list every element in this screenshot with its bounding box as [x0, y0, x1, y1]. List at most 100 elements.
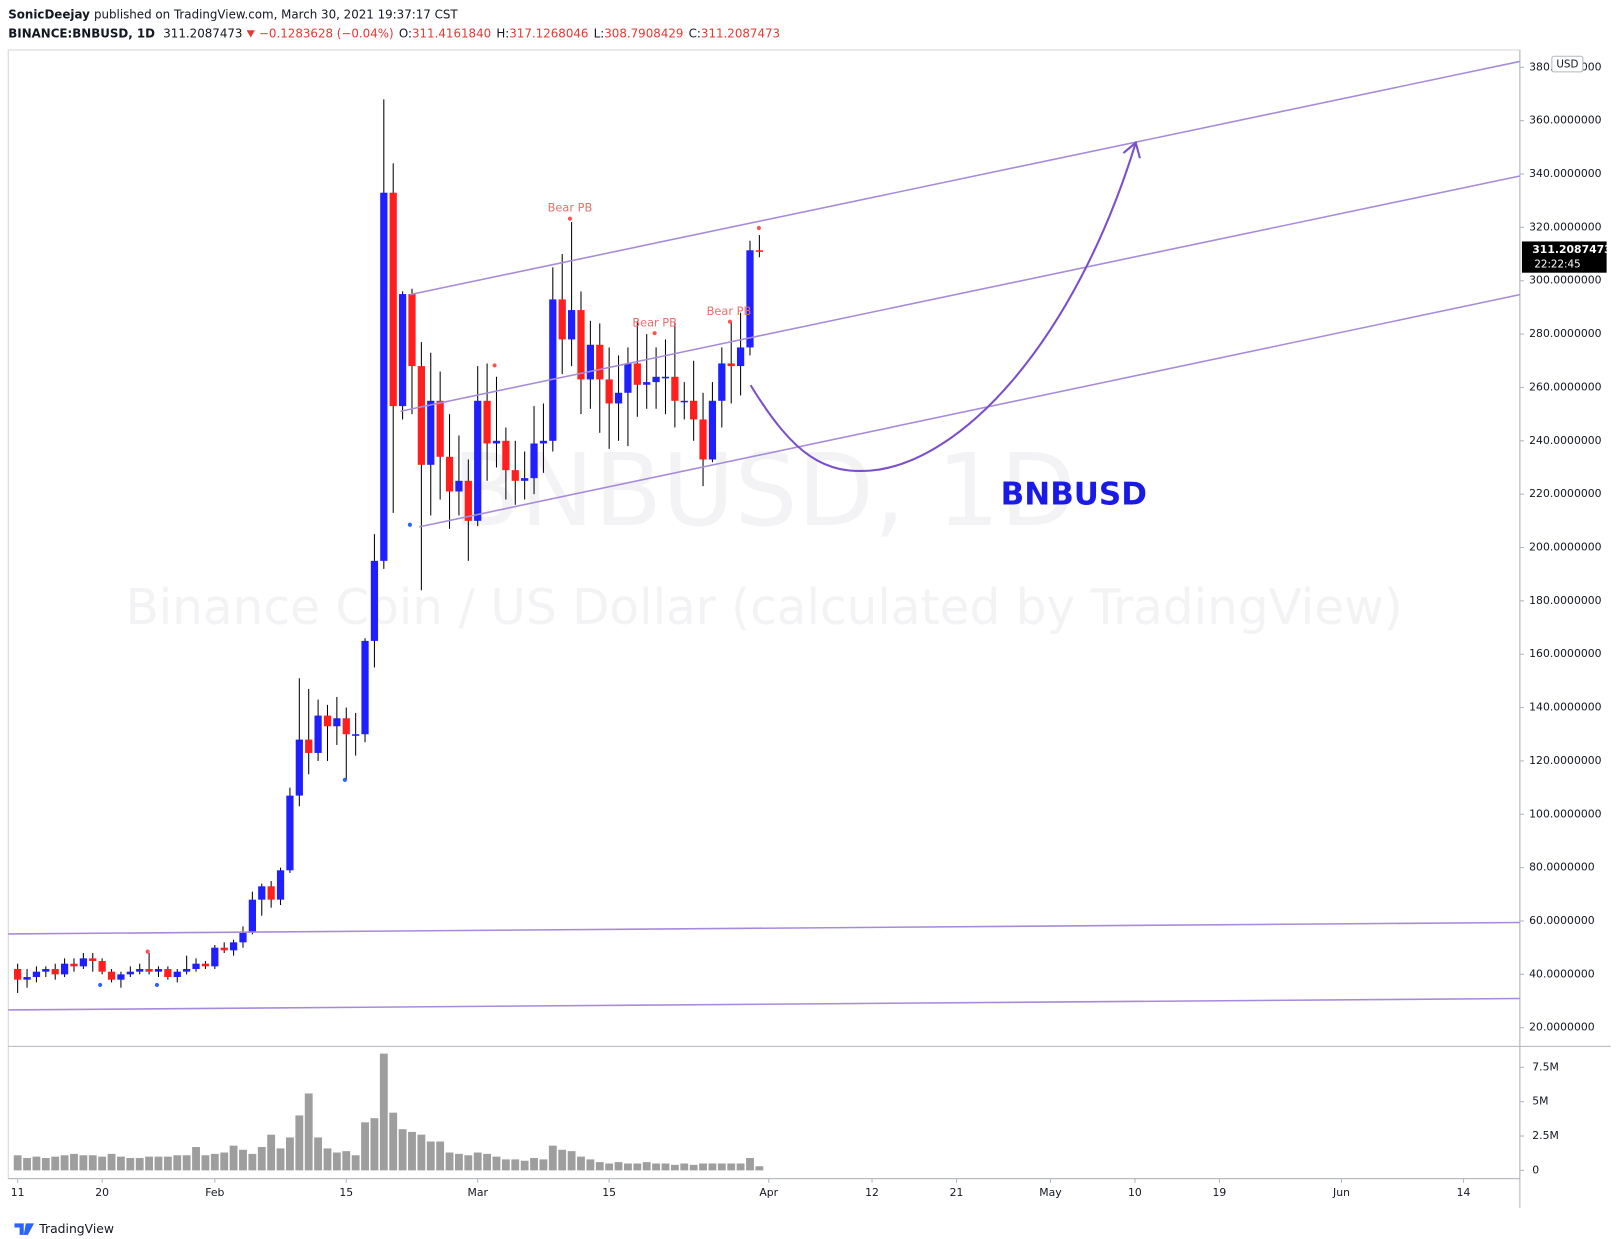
change: −0.1283628 (−0.04%)	[259, 26, 394, 40]
y-tick-label: 200.0000000	[1529, 540, 1601, 553]
volume-bar	[229, 1145, 238, 1171]
candle-body	[107, 971, 116, 980]
candle-body	[661, 376, 670, 379]
candle-body	[239, 931, 247, 943]
y-tick-label: 260.0000000	[1529, 380, 1601, 393]
volume-bar	[539, 1159, 548, 1171]
watermark-symbol: BNBUSD, 1D	[452, 434, 1076, 549]
volume-bar	[445, 1152, 454, 1171]
volume-bar	[201, 1155, 210, 1171]
volume-bar	[13, 1155, 22, 1171]
candle-body	[408, 294, 416, 367]
volume-bar	[567, 1151, 576, 1171]
volume-bar	[163, 1156, 172, 1171]
candle-body	[455, 480, 463, 492]
volume-bar	[286, 1137, 294, 1171]
volume-bar	[520, 1160, 529, 1171]
volume-bar	[173, 1155, 182, 1171]
candle-body	[126, 971, 134, 975]
channel-lower	[419, 293, 1521, 528]
candle-body	[699, 419, 707, 460]
candle-body	[370, 560, 379, 641]
candle-body	[708, 400, 717, 460]
symbol-annotation: BNBUSD	[1001, 477, 1147, 513]
brand-name[interactable]: TradingView	[38, 1221, 114, 1236]
volume-bar	[746, 1158, 754, 1171]
volume-bar	[107, 1153, 116, 1171]
volume-bar	[295, 1115, 304, 1171]
close-label: C:	[689, 26, 701, 40]
volume-bar	[558, 1149, 567, 1171]
signal-dot	[727, 319, 733, 324]
volume-bar	[351, 1155, 360, 1171]
candle-body	[342, 718, 350, 735]
candle-body	[746, 250, 754, 348]
signal-dot	[652, 331, 657, 336]
open-label: O:	[399, 26, 412, 40]
volume-bar	[483, 1153, 492, 1171]
publisher: SonicDeejay	[8, 7, 90, 21]
candle-body	[248, 899, 256, 932]
y-tick-label: 0	[1532, 1163, 1539, 1176]
volume-bar	[51, 1156, 60, 1171]
unit-badge[interactable]	[1551, 55, 1584, 73]
y-tick-label: 320.0000000	[1529, 220, 1601, 233]
volume-bar	[304, 1093, 313, 1171]
candle-body	[417, 366, 425, 465]
candle-body	[398, 294, 407, 407]
signal-dot	[98, 982, 103, 988]
y-tick-label: 140.0000000	[1529, 701, 1601, 714]
candle-body	[333, 718, 341, 727]
close-value: 311.2087473	[701, 26, 780, 40]
candle-body	[154, 969, 163, 972]
y-tick-label: 220.0000000	[1529, 487, 1601, 500]
volume-bar	[41, 1158, 50, 1171]
last-price-box	[1521, 241, 1607, 273]
candle-body	[464, 480, 472, 521]
low-label: L:	[594, 26, 605, 40]
x-tick-label: 11	[11, 1186, 25, 1199]
volume-bar	[79, 1155, 88, 1171]
volume-bar	[220, 1152, 229, 1171]
candle-body	[614, 392, 623, 404]
y-tick-label: 180.0000000	[1529, 594, 1601, 607]
pattern-label: Bear PB	[707, 304, 752, 318]
countdown: 22:22:45	[1534, 258, 1580, 270]
candle-body	[323, 715, 332, 727]
candle-body	[267, 886, 275, 900]
y-tick-label: 300.0000000	[1529, 274, 1601, 287]
candle-body	[549, 299, 557, 441]
volume-bar	[70, 1153, 78, 1171]
high-value: 317.1268046	[509, 26, 588, 40]
volume-bar	[126, 1158, 135, 1171]
y-tick-label: 360.0000000	[1529, 114, 1601, 127]
watermark-description: Binance Coin / US Dollar (calculated by …	[125, 580, 1402, 636]
y-tick-label: 2.5M	[1532, 1129, 1559, 1142]
candle-body	[276, 870, 285, 900]
x-tick-label: 14	[1457, 1186, 1471, 1199]
trend-lines	[8, 60, 1521, 1011]
high-label: H:	[496, 26, 509, 40]
candle-body	[23, 977, 31, 980]
candle-body	[427, 400, 435, 465]
volume-bar	[670, 1164, 679, 1171]
y-tick-label: 240.0000000	[1529, 434, 1601, 447]
brand-logo[interactable]	[14, 1223, 35, 1235]
volume-bar	[473, 1152, 482, 1171]
volume-bar	[267, 1134, 276, 1171]
y-tick-label: 340.0000000	[1529, 167, 1601, 180]
volume-bar	[501, 1159, 510, 1171]
unit-label: USD	[1556, 59, 1578, 71]
candle-body	[605, 379, 613, 404]
volume-bar	[736, 1163, 745, 1171]
candle-body	[511, 470, 519, 481]
y-tick-label: 5M	[1532, 1095, 1548, 1108]
volume-bar	[699, 1163, 707, 1171]
volume-bar	[426, 1141, 435, 1171]
volume-bar	[605, 1163, 614, 1171]
candle-body	[436, 400, 444, 457]
candle-body	[295, 739, 303, 796]
arrow-curve	[749, 142, 1137, 473]
volume-bar	[548, 1145, 557, 1171]
candle-body	[680, 400, 688, 403]
